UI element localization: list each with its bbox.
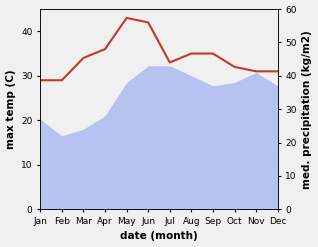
Y-axis label: med. precipitation (kg/m2): med. precipitation (kg/m2): [302, 30, 313, 188]
X-axis label: date (month): date (month): [120, 231, 198, 242]
Y-axis label: max temp (C): max temp (C): [5, 69, 16, 149]
